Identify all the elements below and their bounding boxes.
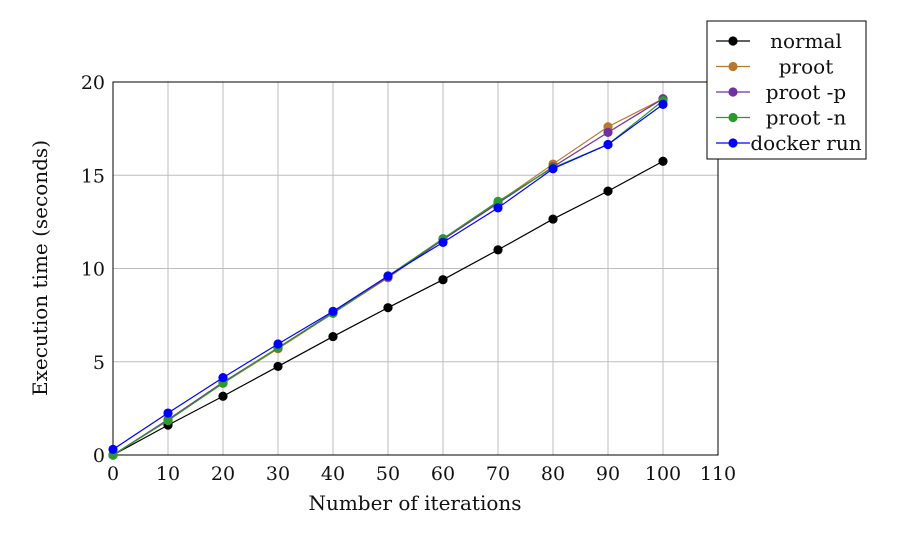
legend-item: docker run [716,131,862,155]
data-point [603,127,613,137]
legend-label: proot [779,55,833,79]
x-tick-label: 40 [321,463,345,485]
x-tick-label: 30 [266,463,290,485]
plot-area-frame [112,81,719,456]
x-tick-label: 20 [211,463,235,485]
legend-item: proot -n [716,106,846,130]
series-docker-run [108,99,668,455]
legend-item: normal [716,29,842,53]
data-point [658,99,668,109]
series-group [108,94,668,460]
x-tick-label: 60 [431,463,455,485]
data-point [438,275,448,285]
data-point [328,331,338,342]
legend-label: proot -n [766,106,847,130]
data-point [603,186,613,196]
data-point [273,339,283,349]
legend-item: proot [716,55,833,79]
data-point [328,306,338,316]
y-tick-label: 20 [81,72,105,94]
y-tick-label: 15 [81,165,105,187]
data-point [163,415,173,426]
legend-item: proot -p [716,80,846,104]
legend-label: docker run [750,131,861,155]
x-tick-label: 0 [107,463,119,485]
data-point [493,203,503,213]
x-tick-label: 70 [486,463,510,485]
data-point [658,156,668,166]
data-point [493,245,503,255]
x-tick-label: 10 [156,463,180,485]
data-point [548,214,558,224]
y-tick-label: 5 [93,352,105,374]
data-point [218,373,228,383]
x-tick-label: 90 [596,463,620,485]
x-tick-label: 80 [541,463,565,485]
data-point [493,196,503,206]
y-axis-title: Execution time (seconds) [28,140,52,396]
legend-marker [728,61,738,72]
x-tick-label: 50 [376,463,400,485]
legend-marker [728,112,738,123]
legend-marker [728,138,738,148]
x-tick-label: 100 [645,463,681,485]
grid-lines [112,81,719,456]
data-point [218,391,228,401]
y-tick-label: 10 [81,259,105,281]
legend-marker [728,36,738,46]
data-point [108,444,118,455]
data-point [383,303,393,313]
data-point [603,139,613,150]
x-tick-label: 110 [700,463,736,485]
x-axis-title: Number of iterations [308,491,521,515]
legend-label: proot -p [766,80,846,104]
x-axis: 0 10 20 30 40 50 60 70 80 90 100 110 [107,463,736,485]
y-tick-label: 0 [93,445,105,467]
data-point [548,164,558,174]
data-point [163,408,173,418]
legend-marker [728,87,738,97]
data-point [273,361,283,372]
data-point [438,237,448,247]
data-point [383,271,393,281]
legend-label: normal [770,29,842,53]
y-axis: 0 5 10 15 20 [81,72,105,467]
